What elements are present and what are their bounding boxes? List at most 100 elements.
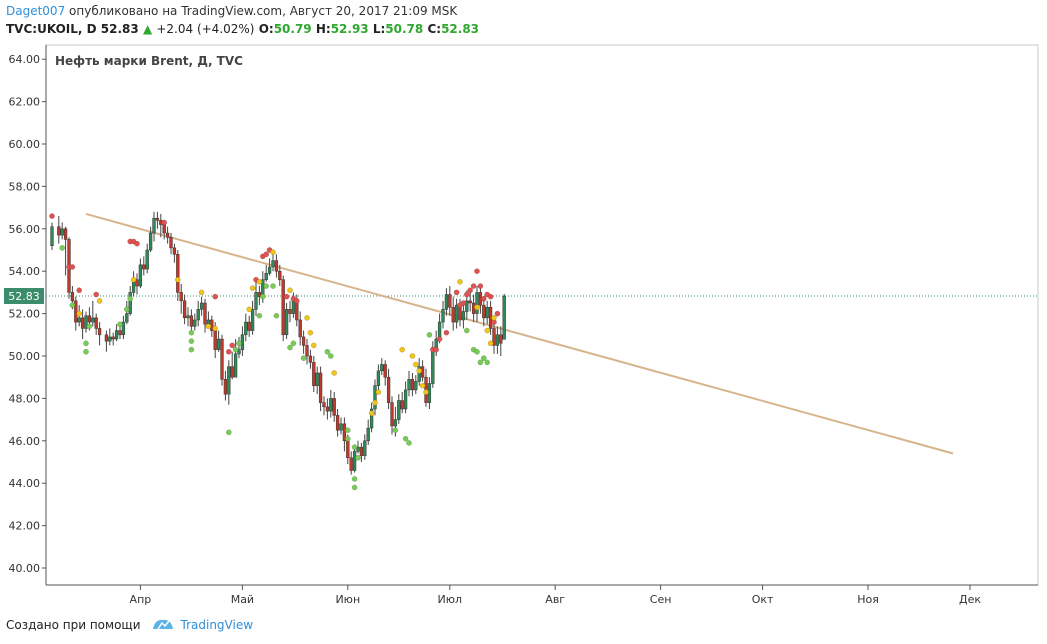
candle-body [264,273,268,280]
red-dot [283,293,290,300]
yellow-dot [409,353,416,359]
candle-body [227,366,231,395]
open-label: O: [258,22,274,36]
red-dot [229,342,236,349]
red-dot [467,287,474,294]
candle-body [431,347,435,384]
candle-body [390,402,394,427]
candle-body [499,334,503,344]
green-dot [484,359,491,366]
red-dot [225,348,232,355]
candle-body [356,446,360,452]
candle-body [60,228,64,236]
footer: Создано при помощи TradingView [6,616,253,633]
candle-body [454,304,459,323]
candle-body [383,364,387,378]
green-dot [188,346,195,353]
x-tick-label: Апр [130,593,152,606]
price-change: +2.04 (+4.02%) [156,22,255,36]
candle-body [186,315,190,319]
green-dot [477,359,484,366]
candle-body [148,232,153,251]
candle-body [179,292,183,302]
trendline[interactable] [85,212,954,455]
red-dot [494,310,501,317]
candle-body [172,247,177,255]
last-price-badge-text: 52.83 [8,290,40,303]
y-tick-label: 48.00 [9,392,41,405]
candle-body [257,292,262,297]
up-arrow-icon: ▲ [142,22,153,36]
candle-body [407,379,411,391]
yellow-dot [399,346,406,353]
chart-title: Нефть марки Brent, Д, TVC [55,54,243,68]
candle-body [352,451,357,471]
publish-header: Daget007 опубликовано на TradingView.com… [6,4,457,18]
y-tick-label: 42.00 [9,520,41,533]
candle-body [203,302,207,325]
candle-body [104,334,109,342]
yellow-dot [198,289,205,296]
candle-body [142,264,146,270]
candle-body [230,366,234,378]
candle-body [74,300,78,323]
candle-body [305,345,309,357]
green-dot [259,293,266,300]
red-dot [443,329,450,336]
y-tick-label: 52.00 [9,308,41,321]
candle-body [250,309,255,331]
red-dot [263,251,270,258]
red-dot [161,219,168,226]
x-tick-label: Май [231,593,254,606]
y-tick-label: 46.00 [9,435,41,448]
green-dot [351,444,358,451]
candle-body [70,292,75,302]
candle-body [332,398,336,416]
green-dot [351,484,358,491]
candle-body [271,260,275,268]
red-dot [453,289,460,296]
candle-body [485,306,489,319]
candle-body [502,295,506,340]
candle-body [376,370,381,386]
green-dot [351,476,358,482]
candle-body [284,309,289,336]
y-tick-label: 62.00 [9,96,41,109]
candle-body [448,294,452,308]
yellow-dot [419,382,426,389]
candle-body [189,315,194,327]
green-dot [83,348,89,355]
high-label: H: [315,22,331,36]
candle-body [322,402,326,408]
green-dot [232,346,239,353]
candle-body [57,226,61,236]
candle-body [91,317,95,323]
candle-body [308,355,313,363]
green-dot [480,355,487,361]
candle-body [414,381,418,391]
candle-body [165,232,170,238]
indicator-dots [49,213,501,491]
y-tick-label: 60.00 [9,138,41,151]
candle-body [288,309,292,314]
candle-body [77,317,81,323]
red-dot [460,300,467,306]
green-dot [402,435,409,442]
author-link[interactable]: Daget007 [6,4,66,18]
green-dot [324,348,331,355]
candle-body [342,423,347,442]
close-label: C: [427,22,442,36]
candle-body [152,217,156,234]
green-dot [59,245,66,251]
candle-body [237,349,241,355]
red-dot [69,264,76,270]
tradingview-link[interactable]: TradingView [180,617,254,632]
yellow-dot [372,399,378,406]
candle-body [410,379,415,391]
green-dot [406,440,412,446]
yellow-dot [423,389,429,395]
yellow-dot [205,323,212,330]
yellow-dot [491,314,497,321]
y-tick-label: 44.00 [9,477,41,490]
